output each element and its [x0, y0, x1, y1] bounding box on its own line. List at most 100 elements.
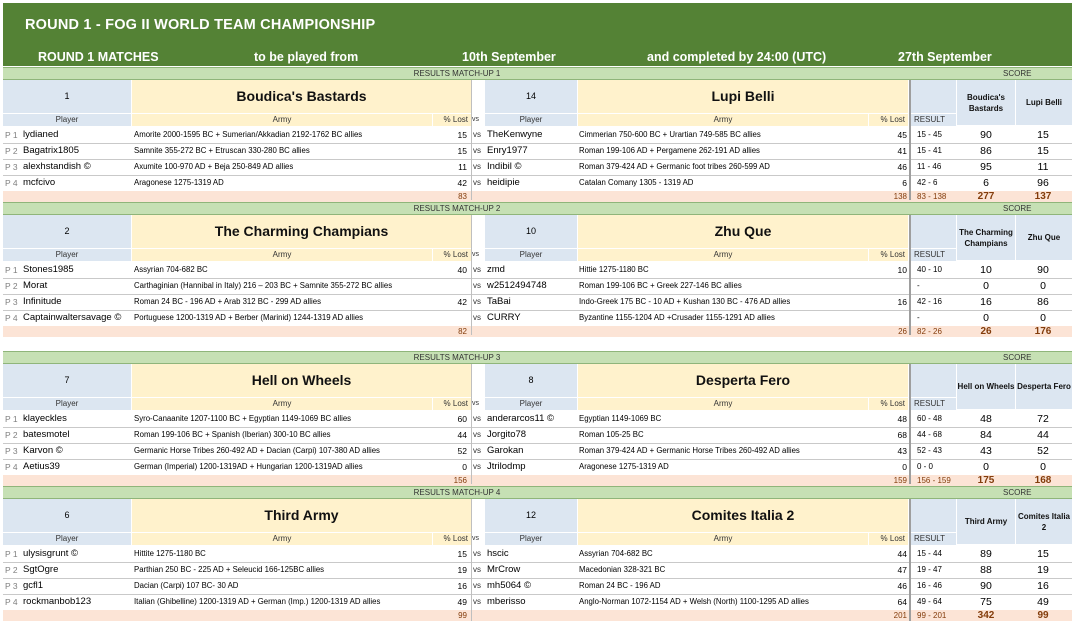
table-row: P 4 rockmanbob123 Italian (Ghibelline) 120… — [3, 594, 1072, 611]
team2-lost: 0 — [902, 462, 907, 472]
team2-total-score: 137 — [1034, 191, 1052, 202]
team1-lost: 15 — [457, 549, 467, 559]
team1-player: lydianed — [23, 129, 59, 140]
lost2-col-header: % Lost — [869, 398, 908, 410]
team2-player: anderarcos11 © — [487, 413, 555, 424]
team2-player: heidipie — [487, 177, 520, 188]
team2-army: Roman 379-424 AD + Germanic Horse Tribes… — [579, 446, 800, 455]
team2-player: MrCrow — [487, 564, 521, 575]
matchup-title: RESULTS MATCH-UP 1 — [413, 69, 501, 78]
team1-lost: 40 — [457, 265, 467, 275]
team2-score: 11 — [1037, 161, 1049, 173]
result-value: 42 - 6 — [917, 178, 938, 187]
team2-score: 86 — [1037, 296, 1049, 308]
player-position: P 1 — [5, 549, 18, 559]
player-col-header: Player — [3, 114, 131, 126]
team2-army: Egyptian 1149-1069 BC — [579, 414, 662, 423]
lost-col-header: % Lost — [433, 398, 471, 410]
team2-score-header: Lupi Belli — [1016, 80, 1072, 125]
team2-score: 52 — [1037, 445, 1049, 457]
team1-lost: 19 — [457, 565, 467, 575]
score-label: SCORE — [1003, 204, 1032, 213]
team1-score-header: Hell on Wheels — [957, 364, 1015, 409]
team2-score-header: Comites Italia 2 — [1016, 499, 1072, 544]
vs-label: vs — [473, 430, 481, 439]
player-position: P 1 — [5, 130, 18, 140]
team2-score-header: Zhu Que — [1016, 215, 1072, 260]
completed-label: and completed by 24:00 (UTC) — [647, 50, 827, 64]
result-value: 44 - 68 — [917, 430, 942, 439]
lost2-col-header: % Lost — [869, 114, 908, 126]
matchup-block: 7 Hell on Wheels 8 Desperta Fero Hell on Whe… — [3, 364, 1072, 486]
team2-score: 49 — [1037, 596, 1049, 608]
team1-lost: 52 — [457, 446, 467, 456]
team1-score: 0 — [983, 312, 989, 324]
team2-name: Lupi Belli — [578, 80, 908, 113]
vs-label: vs — [473, 462, 481, 471]
team1-player: Karvon © — [23, 445, 63, 456]
result-header-spacer — [911, 80, 956, 113]
score-label: SCORE — [1003, 69, 1032, 78]
matchup-block: 1 Boudica's Bastards 14 Lupi Belli Boudica's… — [3, 80, 1072, 202]
player-position: P 2 — [5, 565, 18, 575]
vs-label: vs — [473, 130, 481, 139]
player-position: P 4 — [5, 462, 18, 472]
matches-label: ROUND 1 MATCHES — [38, 50, 159, 64]
team2-lost: 47 — [897, 565, 907, 575]
table-row: P 2 Morat Carthaginian (Hannibal in Italy)… — [3, 278, 1072, 295]
team1-army: Portuguese 1200-1319 AD + Berber (Marini… — [134, 313, 364, 322]
team2-army: Anglo-Norman 1072-1154 AD + Welsh (North… — [579, 597, 809, 606]
player-position: P 4 — [5, 178, 18, 188]
result-header-spacer — [911, 215, 956, 248]
result-value: 15 - 41 — [917, 146, 942, 155]
team2-total-score: 99 — [1037, 610, 1049, 621]
team1-score: 90 — [980, 580, 992, 592]
result-col-header: RESULT — [911, 249, 956, 261]
team2-score: 16 — [1037, 580, 1049, 592]
team1-score: 43 — [980, 445, 992, 457]
matchup-results-bar: RESULTS MATCH-UP 2 SCORE — [3, 202, 1072, 215]
result-value: 19 - 47 — [917, 565, 942, 574]
army-col-header: Army — [132, 114, 432, 126]
matchup-title: RESULTS MATCH-UP 2 — [413, 204, 501, 213]
table-row: P 4 mcfcivo Aragonese 1275-1319 AD 42 vs heid… — [3, 175, 1072, 192]
result-value: 16 - 46 — [917, 581, 942, 590]
team1-player: Infinitude — [23, 296, 62, 307]
team2-lost: 64 — [897, 597, 907, 607]
player-position: P 2 — [5, 146, 18, 156]
page-title: ROUND 1 - FOG II WORLD TEAM CHAMPIONSHIP — [25, 17, 376, 33]
team1-army: Italian (Ghibelline) 1200-1319 AD + Germ… — [134, 597, 381, 606]
team1-army: Axumite 100-970 AD + Beja 250-849 AD all… — [134, 162, 294, 171]
army2-col-header: Army — [578, 533, 868, 545]
team1-score: 0 — [983, 280, 989, 292]
team2-player: zmd — [487, 264, 505, 275]
team1-score: 86 — [980, 145, 992, 157]
team2-total-lost: 138 — [893, 192, 907, 201]
matchup-block: 2 The Charming Champians 10 Zhu Que The Char… — [3, 215, 1072, 337]
team1-score: 0 — [983, 461, 989, 473]
team2-army: Roman 105-25 BC — [579, 430, 644, 439]
team2-army: Roman 199-106 AD + Pergamene 262-191 AD … — [579, 146, 760, 155]
team1-lost: 42 — [457, 297, 467, 307]
result-value: 42 - 16 — [917, 297, 942, 306]
team1-player: klayeckles — [23, 413, 67, 424]
team2-lost: 44 — [897, 549, 907, 559]
team2-score: 96 — [1037, 177, 1049, 189]
vs-label: vs — [473, 313, 481, 322]
table-row: P 3 alexhstandish © Axumite 100-970 AD + B… — [3, 159, 1072, 176]
player-position: P 3 — [5, 297, 18, 307]
team1-army: Assyrian 704-682 BC — [134, 265, 208, 274]
lost2-col-header: % Lost — [869, 533, 908, 545]
matchup-title: RESULTS MATCH-UP 3 — [413, 353, 501, 362]
table-row: P 1 klayeckles Syro-Canaanite 1207-1100 BC… — [3, 411, 1072, 428]
totals-row: 82 26 82 - 26 26 176 — [3, 326, 1072, 337]
team1-total-lost: 156 — [453, 476, 467, 485]
team2-army: Catalan Comany 1305 - 1319 AD — [579, 178, 694, 187]
result-col-header: RESULT — [911, 114, 956, 126]
team1-lost: 44 — [457, 430, 467, 440]
team2-lost: 41 — [897, 146, 907, 156]
team2-lost: 16 — [897, 297, 907, 307]
player-col-header: Player — [3, 398, 131, 410]
team1-total-lost: 99 — [458, 611, 467, 620]
end-date: 27th September — [898, 50, 992, 64]
